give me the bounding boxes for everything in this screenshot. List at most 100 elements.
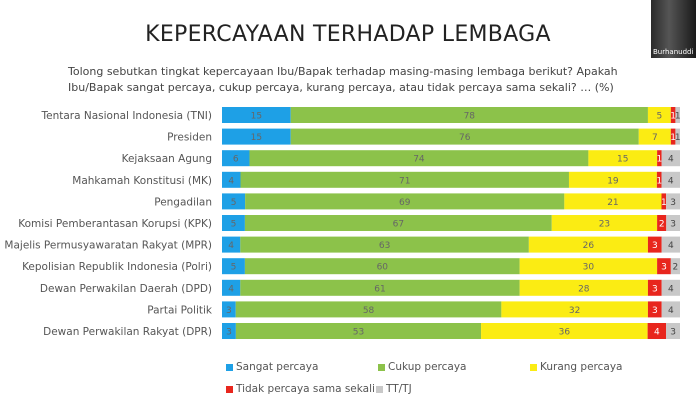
bar-segment <box>670 128 676 145</box>
legend-label: Cukup percaya <box>388 361 467 373</box>
chart-subtitle: Tolong sebutkan tingkat kepercayaan Ibu/… <box>68 65 618 94</box>
bar-segment <box>501 301 648 318</box>
bar-segment <box>240 171 569 188</box>
legend-label: Tidak percaya sama sekali <box>236 383 375 395</box>
bar-segment <box>568 171 657 188</box>
bar-segment <box>481 323 648 339</box>
data-label: 4 <box>654 328 660 338</box>
bar-segment <box>290 128 639 145</box>
bar-segment <box>647 107 671 123</box>
category-label: Pengadilan <box>154 196 212 208</box>
bar-segment <box>588 150 658 167</box>
webcam-thumbnail: Burhanuddi <box>651 0 696 58</box>
bar-segment <box>222 193 246 210</box>
bar-segment <box>647 323 667 339</box>
data-label: 3 <box>226 328 232 338</box>
data-label: 5 <box>657 112 663 122</box>
bar-segment <box>222 150 250 167</box>
bar-segment <box>528 236 648 253</box>
category-label: Dewan Perwakilan Rakyat (DPR) <box>43 326 212 338</box>
data-label: 1 <box>675 112 681 122</box>
data-label: 1 <box>670 133 676 143</box>
data-label: 5 <box>231 198 237 208</box>
bar-segment <box>666 323 680 339</box>
data-label: 5 <box>231 263 237 273</box>
bar-segment <box>249 150 589 167</box>
legend-swatch <box>226 385 233 393</box>
data-label: 21 <box>607 198 618 208</box>
data-label: 1 <box>661 198 667 208</box>
bar-segment <box>235 301 502 318</box>
category-label: Kejaksaan Agung <box>122 153 212 165</box>
data-label: 26 <box>583 241 595 251</box>
data-label: 3 <box>670 220 676 230</box>
category-label: Mahkamah Konstitusi (MK) <box>72 175 212 187</box>
data-label: 61 <box>374 284 385 294</box>
data-label: 1 <box>675 133 681 143</box>
bar-segment <box>666 193 680 210</box>
bar-segment <box>222 107 291 123</box>
data-label: 1 <box>657 155 663 165</box>
data-label: 32 <box>569 306 580 316</box>
bar-segment <box>222 236 241 253</box>
data-label: 3 <box>652 241 658 251</box>
legend-swatch <box>530 363 537 371</box>
legend-label: TT/TJ <box>386 383 412 395</box>
bar-segment <box>222 215 245 231</box>
legend-item: Cukup percaya <box>378 361 466 373</box>
bar-segment <box>222 171 241 188</box>
data-label: 76 <box>459 133 471 143</box>
data-label: 71 <box>399 176 410 186</box>
bar-segment <box>661 193 667 210</box>
legend-item: Kurang percaya <box>530 361 623 373</box>
data-label: 2 <box>659 220 665 230</box>
data-label: 4 <box>228 284 234 294</box>
data-label: 4 <box>228 241 234 251</box>
data-label: 3 <box>661 263 667 273</box>
data-label: 53 <box>353 328 364 338</box>
data-label: 63 <box>379 241 390 251</box>
bar-segment <box>661 150 680 167</box>
bar-segment <box>657 215 667 231</box>
bar-segment <box>647 236 662 253</box>
bar-segment <box>661 279 680 296</box>
data-label: 4 <box>668 241 674 251</box>
bar-segment <box>519 258 658 275</box>
category-label: Kepolisian Republik Indonesia (Polri) <box>22 261 212 273</box>
data-label: 15 <box>617 155 628 165</box>
data-label: 19 <box>607 176 619 186</box>
data-label: 58 <box>363 306 375 316</box>
data-label: 4 <box>668 284 674 294</box>
data-label: 3 <box>670 198 676 208</box>
data-label: 3 <box>652 284 658 294</box>
data-label: 23 <box>599 220 610 230</box>
data-label: 1 <box>670 112 676 122</box>
legend-label: Sangat percaya <box>236 361 319 373</box>
category-label: Komisi Pemberantasan Korupsi (KPK) <box>18 218 212 230</box>
data-label: 78 <box>464 112 476 122</box>
bar-segment <box>222 301 236 318</box>
data-label: 28 <box>578 284 590 294</box>
data-label: 69 <box>399 198 411 208</box>
bar-segment <box>675 107 680 123</box>
data-label: 74 <box>413 155 425 165</box>
bar-segment <box>240 236 529 253</box>
legend-swatch <box>378 363 385 371</box>
chart-title: KEPERCAYAAN TERHADAP LEMBAGA <box>145 22 551 47</box>
bar-segment <box>222 128 291 145</box>
data-label: 60 <box>377 263 389 273</box>
legend-swatch <box>376 385 383 393</box>
data-label: 15 <box>251 133 262 143</box>
bar-segment <box>661 301 680 318</box>
bar-segment <box>647 279 662 296</box>
bar-segment <box>661 171 680 188</box>
legend-item: Tidak percaya sama sekali <box>226 383 375 395</box>
bar-segment <box>245 193 565 210</box>
bar-segment <box>647 301 662 318</box>
bar-segment <box>638 128 671 145</box>
category-label: Tentara Nasional Indonesia (TNI) <box>40 110 212 122</box>
webcam-name: Burhanuddi <box>653 48 694 56</box>
data-label: 3 <box>652 306 658 316</box>
data-label: 3 <box>670 328 676 338</box>
data-label: 1 <box>656 176 662 186</box>
